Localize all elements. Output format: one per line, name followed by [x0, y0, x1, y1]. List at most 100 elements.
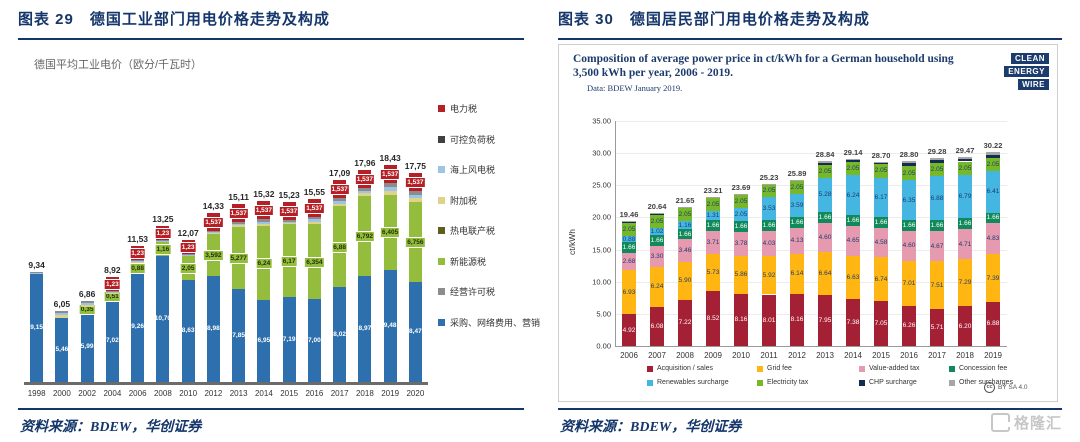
gridline [615, 217, 1007, 219]
bar-total-label: 12,07 [177, 227, 199, 238]
bar-segment [30, 273, 44, 275]
bar-segment [846, 160, 860, 163]
bar-segment [930, 176, 944, 221]
segment-value-label: 2.05 [902, 169, 916, 177]
bar-segment [257, 219, 271, 222]
segment-value-label: 6,405 [379, 227, 401, 239]
bar-segment [307, 216, 321, 220]
figure-29-header: 图表 29 德国工业部门用电价格走势及构成 [18, 11, 330, 28]
bar-segment [383, 190, 397, 195]
legend-swatch [859, 365, 865, 372]
segment-value-label: 6,88 [331, 241, 348, 253]
legend-item: Renewables surcharge [647, 379, 729, 386]
bar-segment [650, 306, 664, 346]
bar-segment [678, 299, 692, 346]
logo-line: CLEAN [1010, 53, 1049, 64]
bar-segment [790, 293, 804, 346]
bar-segment [902, 179, 916, 221]
bar-segment [156, 255, 170, 382]
bar-total-label: 6,05 [53, 298, 71, 309]
bar-segment [762, 184, 776, 198]
bar-segment [307, 219, 321, 222]
bar-segment [622, 236, 636, 242]
legend-label: 海上风电税 [450, 165, 496, 175]
segment-value-label: 2.05 [762, 187, 776, 195]
bar-segment [156, 240, 170, 242]
bar-segment [734, 194, 748, 208]
figure-industrial-price: 图表 29 德国工业部门用电价格走势及构成 德国平均工业电价（欧分/千瓦时） 9… [18, 8, 540, 438]
bar-segment [986, 254, 1000, 302]
bar-segment [818, 162, 832, 165]
bar-segment [762, 294, 776, 346]
bar-total-label: 18,43 [379, 152, 401, 163]
segment-value-label: 0,88 [129, 262, 146, 274]
industrial-price-plot: 9,15 9,34 1998 5,46 6,05 2000 5,99 0,35 6,86 2002… [24, 90, 428, 402]
bar-segment [131, 261, 145, 263]
bar-segment [307, 299, 321, 382]
segment-value-label: 1.31 [706, 212, 720, 220]
industrial-price-chart: 德国平均工业电价（欧分/千瓦时） 9,15 9,34 1998 5,46 6,05 200… [18, 44, 540, 404]
bar-segment [80, 303, 94, 306]
legend-item: Value-added tax [859, 365, 919, 372]
x-axis-label: 2009 [704, 351, 722, 360]
segment-value-label: 3.78 [734, 240, 748, 248]
bar-segment [874, 162, 888, 165]
legend-label: CHP surcharge [869, 379, 917, 386]
legend-swatch [949, 365, 955, 372]
header-rule [18, 38, 524, 40]
bar-total-label: 15,55 [303, 186, 326, 197]
bar-segment [958, 259, 972, 307]
bar-total-label: 29.28 [927, 146, 947, 156]
bar-total-label: 25.89 [787, 168, 807, 178]
segment-value-label: 3,592 [203, 249, 224, 261]
segment-value-label: 6.88 [986, 320, 1000, 328]
bar-total-label: 17,75 [404, 160, 427, 171]
legend-swatch [438, 196, 445, 204]
segment-value-label: 1,537 [228, 207, 249, 219]
segment-value-label: 9,15 [30, 324, 43, 331]
bar-segment [622, 252, 636, 270]
bar-segment [358, 276, 372, 382]
bar-segment [650, 214, 664, 216]
segment-value-label: 2.05 [790, 183, 804, 191]
bar-segment [958, 229, 972, 260]
segment-value-label: 1,537 [278, 206, 300, 218]
segment-value-label: 1.66 [930, 222, 944, 230]
bar-segment [902, 305, 916, 346]
bar-segment [734, 220, 748, 232]
x-axis-label: 2008 [153, 389, 172, 398]
bar-segment [333, 203, 347, 207]
bar-segment [986, 301, 1000, 346]
segment-value-label: 3.46 [678, 247, 692, 255]
legend-swatch [647, 365, 653, 372]
segment-value-label: 8.52 [706, 315, 720, 323]
bar-segment [706, 291, 720, 346]
bar-segment [958, 306, 972, 346]
legend-label: Value-added tax [869, 365, 920, 372]
y-axis-line [615, 121, 616, 346]
license-text: BY SA 4.0 [998, 384, 1028, 391]
bar-segment [307, 221, 321, 225]
bar-segment [734, 293, 748, 346]
bar-segment [80, 301, 94, 304]
segment-value-label: 6,756 [405, 237, 426, 249]
legend-swatch [438, 288, 445, 295]
segment-value-label: 8,97 [358, 325, 372, 333]
bar-segment [622, 220, 636, 222]
bar-total-label: 19.46 [619, 209, 639, 219]
segment-value-label: 1,537 [329, 184, 350, 196]
bar-segment [257, 299, 271, 382]
bar-segment [80, 311, 94, 382]
bar-segment [846, 175, 860, 216]
legend-label: Renewables surcharge [657, 379, 729, 386]
bar-segment [706, 254, 720, 292]
bar-segment [930, 261, 944, 310]
bar-segment [678, 261, 692, 300]
bar-segment [333, 287, 347, 382]
bar-total-label: 28.80 [899, 149, 919, 159]
household-price-chart: Composition of average power price in ct… [558, 44, 1058, 402]
bar-segment [358, 188, 372, 191]
bar-segment [706, 196, 720, 198]
x-axis-label: 2004 [103, 389, 122, 398]
bar-segment [818, 164, 832, 178]
